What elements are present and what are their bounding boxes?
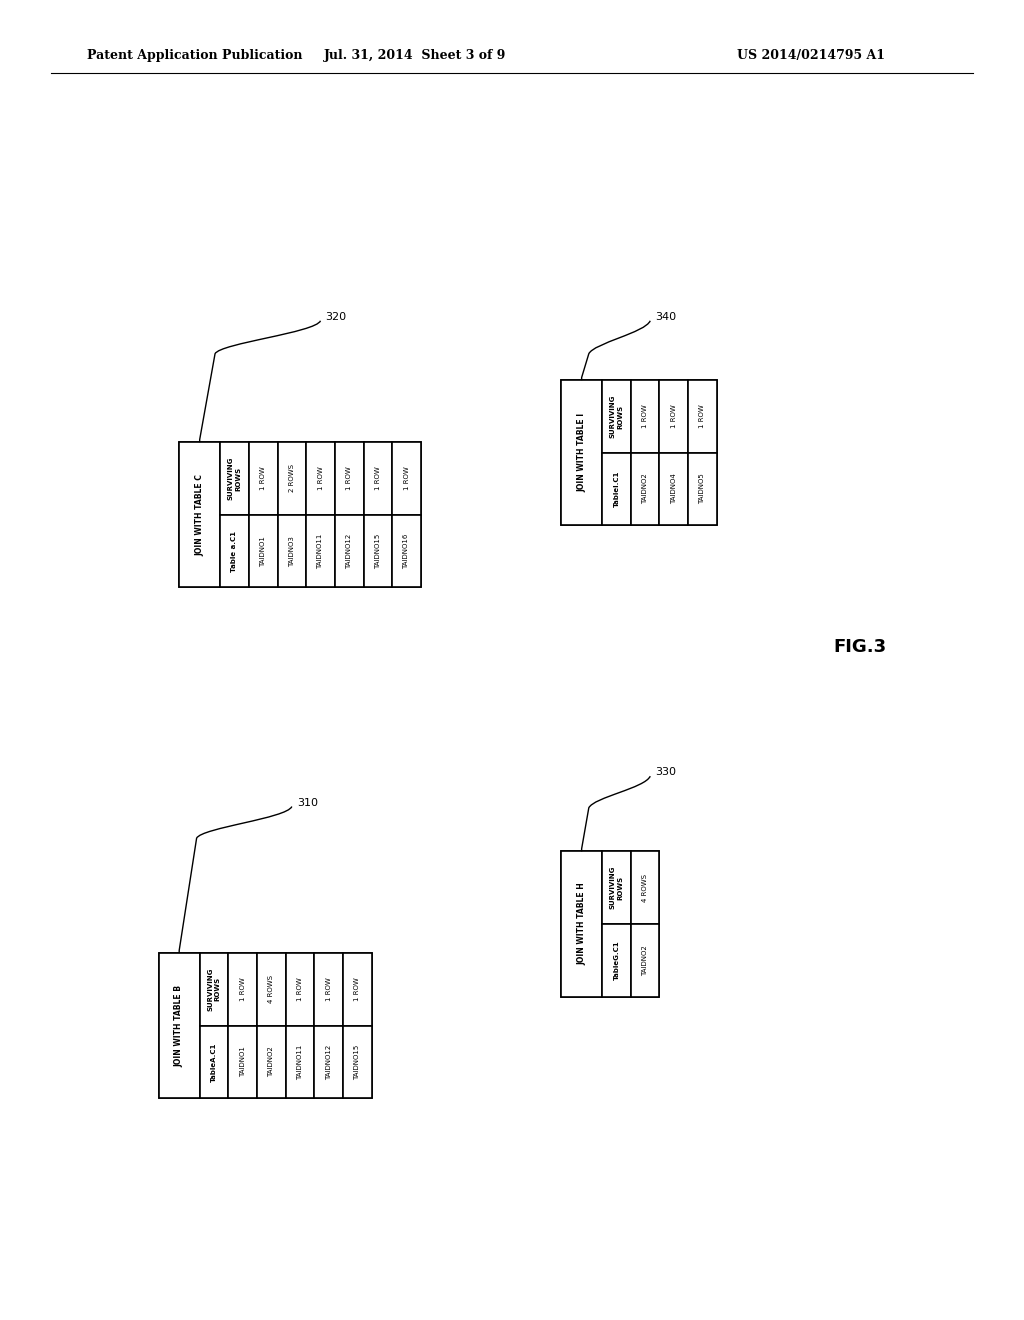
Bar <box>286 953 314 1026</box>
Text: 4 ROWS: 4 ROWS <box>268 975 274 1003</box>
Text: SURVIVING
ROWS: SURVIVING ROWS <box>610 866 623 909</box>
Bar <box>602 380 631 453</box>
Bar <box>228 953 257 1026</box>
Bar <box>392 442 421 515</box>
Bar <box>602 924 631 997</box>
Text: TAIDNO11: TAIDNO11 <box>297 1044 303 1080</box>
Bar <box>306 515 335 587</box>
Text: TableA.C1: TableA.C1 <box>211 1043 217 1081</box>
Text: 1 ROW: 1 ROW <box>699 405 706 428</box>
Text: JOIN WITH TABLE H: JOIN WITH TABLE H <box>578 883 586 965</box>
Text: TAIDNO2: TAIDNO2 <box>642 474 648 504</box>
Text: TAIDNO3: TAIDNO3 <box>289 536 295 566</box>
Text: JOIN WITH TABLE B: JOIN WITH TABLE B <box>175 985 183 1067</box>
Bar <box>249 515 278 587</box>
Bar <box>314 953 343 1026</box>
Bar <box>286 1026 314 1098</box>
Text: TAIDNO4: TAIDNO4 <box>671 474 677 504</box>
Text: TAIDNO15: TAIDNO15 <box>375 533 381 569</box>
Text: TAIDNO1: TAIDNO1 <box>240 1047 246 1077</box>
Text: 1 ROW: 1 ROW <box>260 467 266 490</box>
Bar <box>335 442 364 515</box>
Bar <box>159 953 200 1098</box>
Text: Table a.C1: Table a.C1 <box>231 531 238 572</box>
Text: Patent Application Publication: Patent Application Publication <box>87 49 302 62</box>
Bar <box>631 453 659 525</box>
Text: 1 ROW: 1 ROW <box>375 467 381 490</box>
Bar <box>392 515 421 587</box>
Bar <box>278 515 306 587</box>
Bar <box>257 953 286 1026</box>
Text: 310: 310 <box>297 797 318 808</box>
Text: Jul. 31, 2014  Sheet 3 of 9: Jul. 31, 2014 Sheet 3 of 9 <box>324 49 506 62</box>
Bar <box>688 380 717 453</box>
Text: 1 ROW: 1 ROW <box>346 467 352 490</box>
Bar <box>364 442 392 515</box>
Text: 320: 320 <box>326 312 347 322</box>
Text: JOIN WITH TABLE C: JOIN WITH TABLE C <box>196 474 204 556</box>
Text: 1 ROW: 1 ROW <box>671 405 677 428</box>
Text: US 2014/0214795 A1: US 2014/0214795 A1 <box>737 49 886 62</box>
Bar <box>343 953 372 1026</box>
Bar <box>278 442 306 515</box>
Text: TAIDNO11: TAIDNO11 <box>317 533 324 569</box>
Text: JOIN WITH TABLE I: JOIN WITH TABLE I <box>578 413 586 492</box>
Bar <box>335 515 364 587</box>
Text: SURVIVING
ROWS: SURVIVING ROWS <box>228 457 241 500</box>
Text: 1 ROW: 1 ROW <box>240 978 246 1001</box>
Text: 2 ROWS: 2 ROWS <box>289 465 295 492</box>
Text: 1 ROW: 1 ROW <box>354 978 360 1001</box>
Text: TableI.C1: TableI.C1 <box>613 471 620 507</box>
Text: 1 ROW: 1 ROW <box>317 467 324 490</box>
Text: 340: 340 <box>655 312 677 322</box>
Bar <box>249 442 278 515</box>
Bar <box>602 453 631 525</box>
Bar <box>561 380 602 525</box>
Text: TAIDNO16: TAIDNO16 <box>403 533 410 569</box>
Bar <box>200 953 228 1026</box>
Bar <box>561 851 659 997</box>
Bar <box>220 515 249 587</box>
Bar <box>179 442 421 587</box>
Text: TAIDNO12: TAIDNO12 <box>326 1044 332 1080</box>
Text: TAIDNO2: TAIDNO2 <box>642 945 648 975</box>
Text: TAIDNO2: TAIDNO2 <box>268 1047 274 1077</box>
Bar <box>220 442 249 515</box>
Bar <box>631 851 659 924</box>
Text: 330: 330 <box>655 767 677 777</box>
Text: 1 ROW: 1 ROW <box>642 405 648 428</box>
Text: 1 ROW: 1 ROW <box>326 978 332 1001</box>
Bar <box>561 851 602 997</box>
Bar <box>343 1026 372 1098</box>
Bar <box>688 453 717 525</box>
Bar <box>257 1026 286 1098</box>
Bar <box>659 453 688 525</box>
Text: TAIDNO1: TAIDNO1 <box>260 536 266 566</box>
Text: 4 ROWS: 4 ROWS <box>642 874 648 902</box>
Text: TAIDNO5: TAIDNO5 <box>699 474 706 504</box>
Text: TableG.C1: TableG.C1 <box>613 940 620 981</box>
Bar <box>306 442 335 515</box>
Text: FIG.3: FIG.3 <box>834 638 887 656</box>
Text: TAIDNO15: TAIDNO15 <box>354 1044 360 1080</box>
Bar <box>159 953 372 1098</box>
Text: SURVIVING
ROWS: SURVIVING ROWS <box>610 395 623 438</box>
Bar <box>602 851 631 924</box>
Bar <box>364 515 392 587</box>
Text: 1 ROW: 1 ROW <box>297 978 303 1001</box>
Bar <box>631 924 659 997</box>
Text: TAIDNO12: TAIDNO12 <box>346 533 352 569</box>
Bar <box>228 1026 257 1098</box>
Bar <box>200 1026 228 1098</box>
Bar <box>179 442 220 587</box>
Bar <box>631 380 659 453</box>
Text: SURVIVING
ROWS: SURVIVING ROWS <box>208 968 220 1011</box>
Bar <box>314 1026 343 1098</box>
Bar <box>561 380 717 525</box>
Text: 1 ROW: 1 ROW <box>403 467 410 490</box>
Bar <box>659 380 688 453</box>
